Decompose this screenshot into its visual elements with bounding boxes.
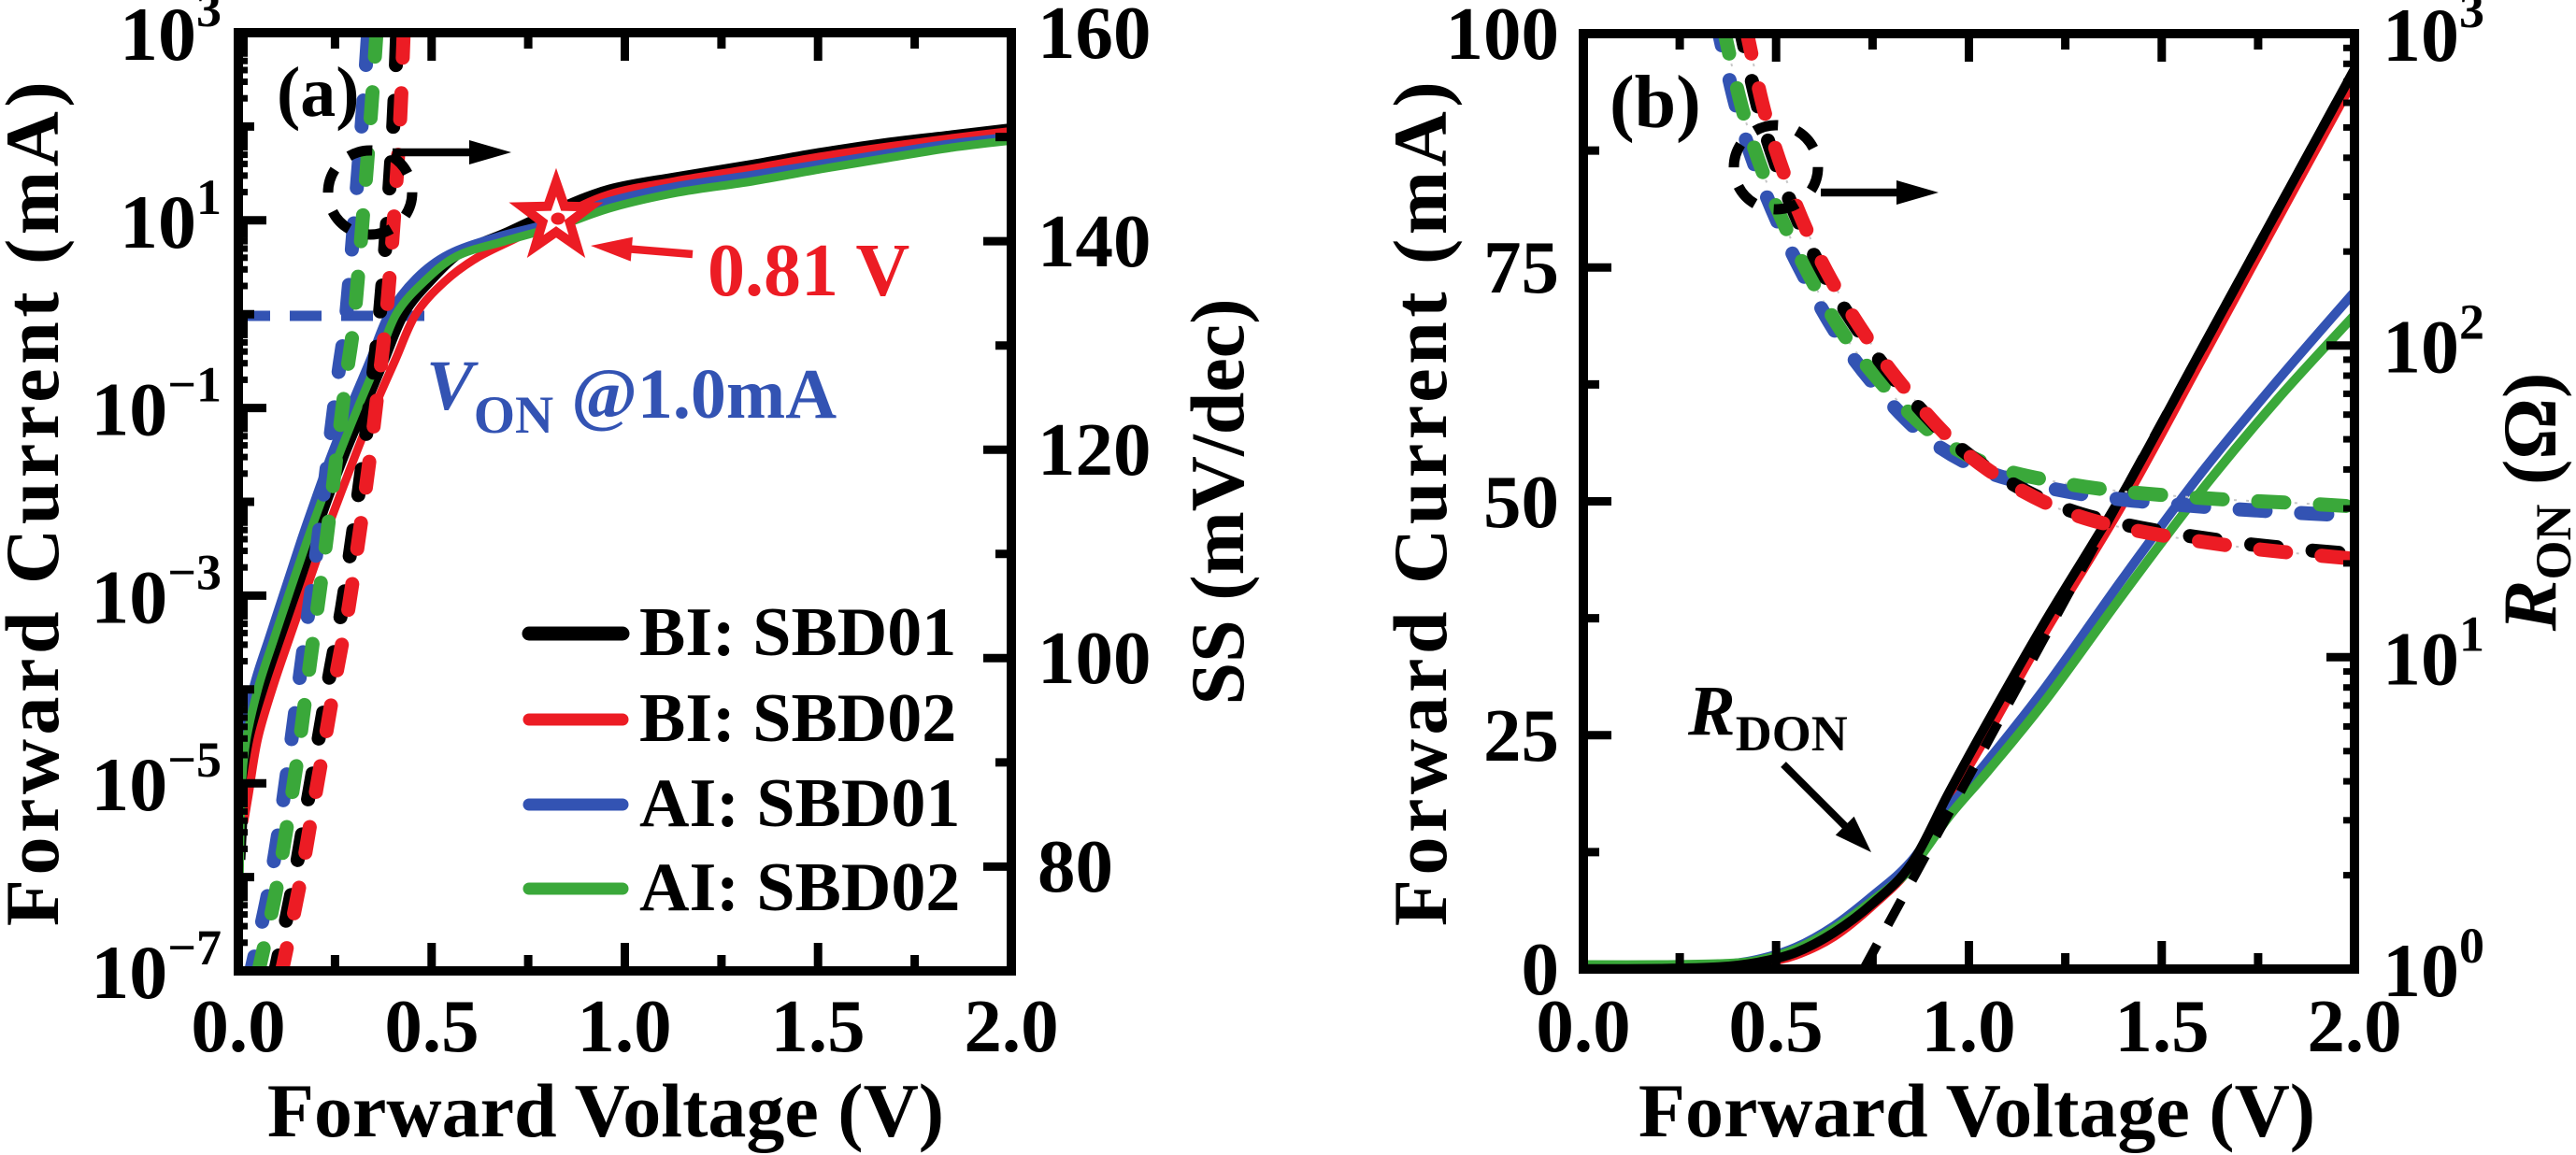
svg-text:1.5: 1.5 — [2114, 984, 2209, 1068]
svg-text:Forward Current (mA): Forward Current (mA) — [0, 78, 75, 926]
svg-text:BI: SBD01: BI: SBD01 — [639, 594, 956, 671]
svg-text:Forward Current (mA): Forward Current (mA) — [1378, 78, 1463, 926]
svg-text:(b): (b) — [1610, 62, 1701, 144]
svg-text:0.81 V: 0.81 V — [708, 230, 909, 312]
svg-text:2.0: 2.0 — [964, 984, 1058, 1068]
svg-text:0.0: 0.0 — [191, 984, 285, 1068]
svg-text:AI: SBD01: AI: SBD01 — [639, 765, 960, 842]
svg-text:0: 0 — [1522, 927, 1560, 1011]
svg-text:0.5: 0.5 — [384, 984, 479, 1068]
svg-text:50: 50 — [1483, 460, 1559, 544]
svg-text:BI: SBD02: BI: SBD02 — [639, 680, 956, 757]
svg-text:1.0: 1.0 — [577, 984, 671, 1068]
svg-text:Forward Voltage (V): Forward Voltage (V) — [1639, 1068, 2315, 1153]
svg-text:SS (mV/dec): SS (mV/dec) — [1175, 298, 1260, 705]
svg-text:RDON: RDON — [1687, 672, 1848, 762]
svg-text:Forward Voltage (V): Forward Voltage (V) — [267, 1068, 944, 1153]
svg-text:(a): (a) — [277, 53, 360, 132]
svg-text:AI: SBD02: AI: SBD02 — [639, 849, 960, 926]
svg-text:2.0: 2.0 — [2307, 984, 2401, 1068]
svg-text:100: 100 — [1446, 0, 1560, 76]
svg-text:75: 75 — [1483, 225, 1559, 309]
svg-text:140: 140 — [1038, 199, 1152, 283]
svg-text:1.5: 1.5 — [770, 984, 865, 1068]
svg-text:0.0: 0.0 — [1536, 984, 1630, 1068]
svg-text:80: 80 — [1038, 824, 1113, 908]
svg-text:120: 120 — [1038, 407, 1152, 492]
svg-text:RON (Ω): RON (Ω) — [2487, 373, 2576, 632]
svg-text:1.0: 1.0 — [1921, 984, 2015, 1068]
svg-text:25: 25 — [1483, 693, 1559, 777]
svg-text:0.5: 0.5 — [1728, 984, 1823, 1068]
svg-text:VON @1.0mA: VON @1.0mA — [426, 347, 837, 445]
svg-text:100: 100 — [1038, 616, 1152, 700]
svg-text:160: 160 — [1038, 0, 1152, 75]
